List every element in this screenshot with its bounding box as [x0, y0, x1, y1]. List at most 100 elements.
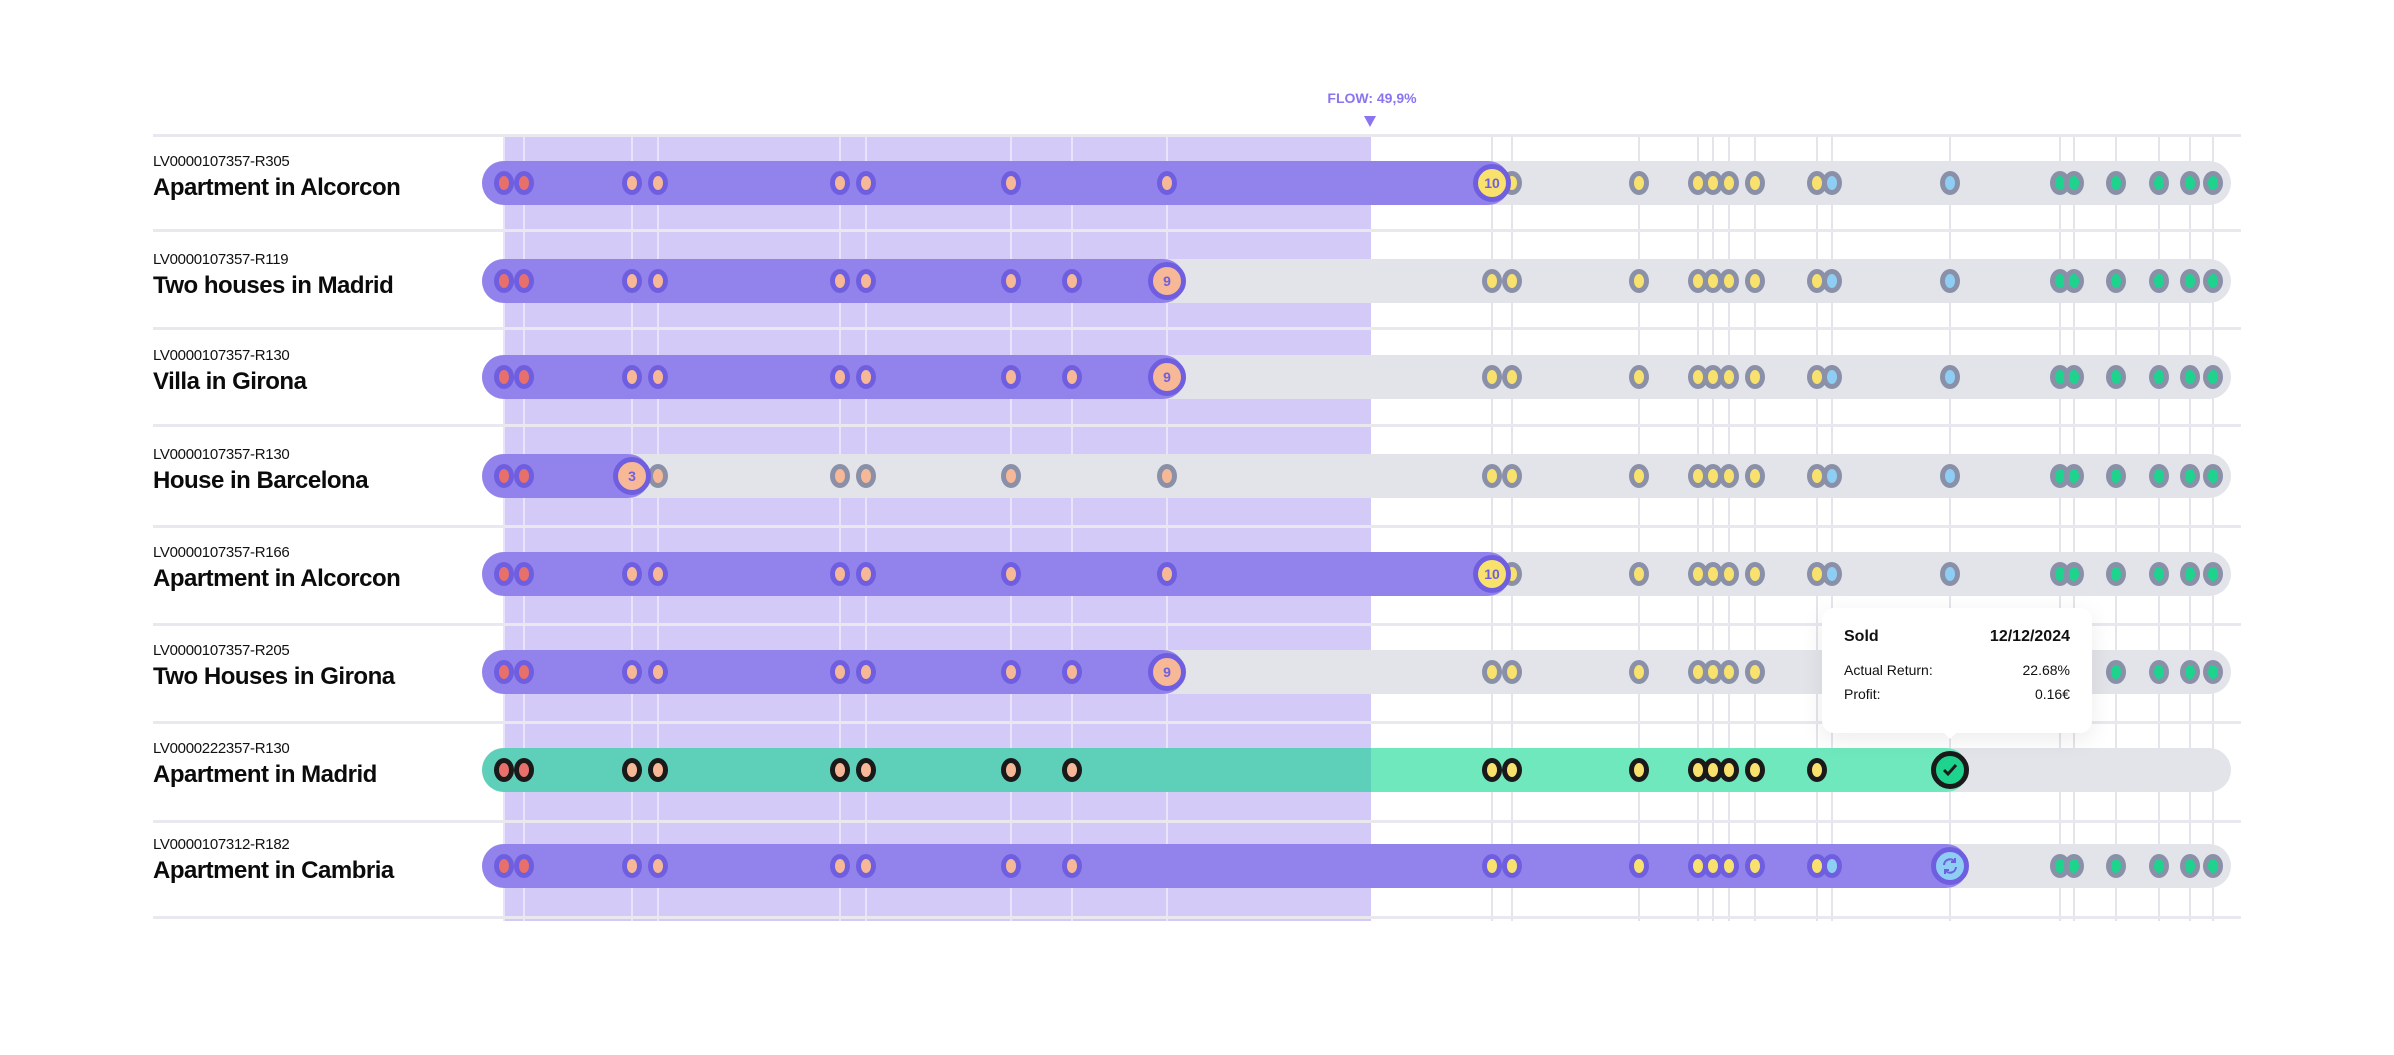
event-dot-green[interactable] [2149, 269, 2169, 293]
event-dot-peach[interactable] [1001, 464, 1021, 488]
event-dot-yellow[interactable] [1745, 758, 1765, 782]
event-dot-peach[interactable] [856, 562, 876, 586]
event-dot-green[interactable] [2149, 171, 2169, 195]
event-dot-green[interactable] [2203, 854, 2223, 878]
event-dot-green[interactable] [2106, 562, 2126, 586]
event-dot-green[interactable] [2180, 171, 2200, 195]
event-dot-yellow[interactable] [1482, 269, 1502, 293]
event-dot-peach[interactable] [830, 365, 850, 389]
event-dot-green[interactable] [2180, 660, 2200, 684]
event-dot-blue[interactable] [1940, 464, 1960, 488]
event-dot-red[interactable] [514, 464, 534, 488]
event-dot-peach[interactable] [856, 464, 876, 488]
event-dot-red[interactable] [494, 562, 514, 586]
row-label[interactable]: LV0000107357-R305 Apartment in Alcorcon [153, 153, 401, 202]
milestone-badge[interactable]: 9 [1148, 653, 1186, 691]
event-dot-green[interactable] [2203, 660, 2223, 684]
event-dot-peach[interactable] [1001, 171, 1021, 195]
row-label[interactable]: LV0000107357-R166 Apartment in Alcorcon [153, 544, 401, 593]
event-dot-blue[interactable] [1822, 269, 1842, 293]
event-dot-red[interactable] [494, 758, 514, 782]
event-dot-peach[interactable] [648, 758, 668, 782]
event-dot-red[interactable] [494, 365, 514, 389]
event-dot-red[interactable] [514, 365, 534, 389]
event-dot-yellow[interactable] [1745, 562, 1765, 586]
event-dot-yellow[interactable] [1502, 269, 1522, 293]
event-dot-green[interactable] [2203, 562, 2223, 586]
event-dot-peach[interactable] [856, 660, 876, 684]
event-dot-yellow[interactable] [1719, 562, 1739, 586]
event-dot-green[interactable] [2180, 365, 2200, 389]
event-dot-yellow[interactable] [1629, 269, 1649, 293]
event-dot-peach[interactable] [856, 171, 876, 195]
event-dot-blue[interactable] [1940, 269, 1960, 293]
event-dot-green[interactable] [2106, 365, 2126, 389]
event-dot-yellow[interactable] [1629, 854, 1649, 878]
event-dot-peach[interactable] [856, 269, 876, 293]
event-dot-peach[interactable] [830, 660, 850, 684]
row-label[interactable]: LV0000107357-R130 House in Barcelona [153, 446, 369, 495]
event-dot-yellow[interactable] [1745, 464, 1765, 488]
event-dot-red[interactable] [514, 269, 534, 293]
event-dot-green[interactable] [2149, 562, 2169, 586]
event-dot-green[interactable] [2180, 854, 2200, 878]
event-dot-green[interactable] [2180, 464, 2200, 488]
event-dot-red[interactable] [514, 758, 534, 782]
event-dot-peach[interactable] [830, 464, 850, 488]
event-dot-peach[interactable] [830, 171, 850, 195]
event-dot-peach[interactable] [622, 365, 642, 389]
event-dot-peach[interactable] [648, 562, 668, 586]
event-dot-green[interactable] [2106, 171, 2126, 195]
event-dot-peach[interactable] [1001, 269, 1021, 293]
event-dot-peach[interactable] [1157, 562, 1177, 586]
event-dot-yellow[interactable] [1502, 758, 1522, 782]
event-dot-green[interactable] [2203, 464, 2223, 488]
event-dot-red[interactable] [494, 660, 514, 684]
event-dot-peach[interactable] [856, 758, 876, 782]
event-dot-peach[interactable] [830, 854, 850, 878]
event-dot-green[interactable] [2064, 269, 2084, 293]
event-dot-yellow[interactable] [1719, 365, 1739, 389]
event-dot-yellow[interactable] [1482, 660, 1502, 684]
event-dot-red[interactable] [494, 269, 514, 293]
event-dot-peach[interactable] [622, 854, 642, 878]
event-dot-yellow[interactable] [1745, 854, 1765, 878]
event-dot-peach[interactable] [1001, 660, 1021, 684]
event-dot-yellow[interactable] [1719, 269, 1739, 293]
event-dot-yellow[interactable] [1482, 365, 1502, 389]
event-dot-yellow[interactable] [1502, 365, 1522, 389]
event-dot-peach[interactable] [1001, 562, 1021, 586]
row-label[interactable]: LV0000107357-R119 Two houses in Madrid [153, 251, 394, 300]
event-dot-blue[interactable] [1822, 854, 1842, 878]
event-dot-yellow[interactable] [1629, 171, 1649, 195]
milestone-badge[interactable]: 9 [1148, 262, 1186, 300]
event-dot-peach[interactable] [1001, 758, 1021, 782]
event-dot-red[interactable] [514, 562, 534, 586]
event-dot-yellow[interactable] [1482, 464, 1502, 488]
event-dot-yellow[interactable] [1719, 758, 1739, 782]
event-dot-green[interactable] [2064, 562, 2084, 586]
event-dot-green[interactable] [2203, 269, 2223, 293]
milestone-badge[interactable]: 9 [1148, 358, 1186, 396]
event-dot-red[interactable] [494, 854, 514, 878]
row-label[interactable]: LV0000222357-R130 Apartment in Madrid [153, 740, 377, 789]
event-dot-yellow[interactable] [1807, 758, 1827, 782]
event-dot-green[interactable] [2203, 171, 2223, 195]
event-dot-yellow[interactable] [1719, 854, 1739, 878]
event-dot-blue[interactable] [1822, 171, 1842, 195]
event-dot-peach[interactable] [830, 562, 850, 586]
event-dot-peach[interactable] [1157, 171, 1177, 195]
event-dot-green[interactable] [2064, 854, 2084, 878]
event-dot-yellow[interactable] [1482, 854, 1502, 878]
milestone-badge[interactable]: 10 [1473, 164, 1511, 202]
event-dot-peach[interactable] [856, 365, 876, 389]
event-dot-yellow[interactable] [1745, 365, 1765, 389]
event-dot-green[interactable] [2064, 171, 2084, 195]
event-dot-peach[interactable] [1062, 758, 1082, 782]
event-dot-yellow[interactable] [1719, 171, 1739, 195]
event-dot-peach[interactable] [622, 269, 642, 293]
event-dot-red[interactable] [514, 660, 534, 684]
event-dot-peach[interactable] [648, 660, 668, 684]
row-label[interactable]: LV0000107312-R182 Apartment in Cambria [153, 836, 394, 885]
event-dot-yellow[interactable] [1719, 660, 1739, 684]
